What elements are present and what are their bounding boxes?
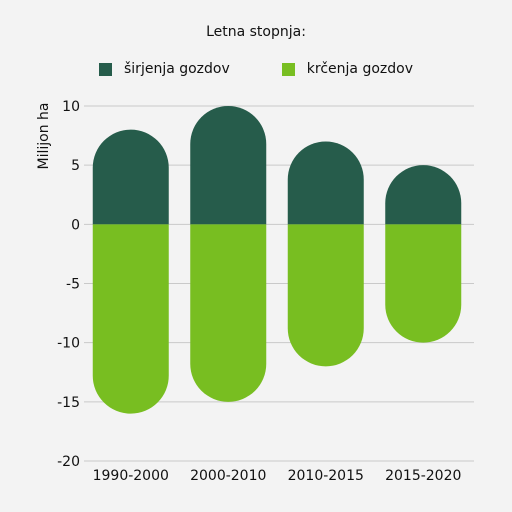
bar-expansion (287, 141, 364, 225)
bar-deforestation (287, 224, 364, 367)
y-tick-label: -15 (57, 395, 80, 411)
y-tick-label: 10 (62, 99, 80, 115)
y-tick-label: 0 (71, 217, 80, 233)
y-tick-label: -5 (66, 277, 80, 293)
x-tick-label: 1990-2000 (93, 468, 169, 484)
legend-item-deforestation: krčenja gozdov (281, 61, 413, 77)
bar-deforestation (385, 224, 462, 343)
legend-item-expansion: širjenja gozdov (99, 61, 230, 77)
legend-swatch-expansion (99, 62, 112, 76)
y-tick-label: -10 (57, 336, 80, 352)
x-tick-label: 2015-2020 (385, 468, 461, 484)
y-tick-label: 5 (71, 158, 80, 174)
y-tick-label: -20 (57, 454, 80, 470)
legend-label-expansion: širjenja gozdov (124, 61, 230, 77)
x-tick-label: 2010-2015 (288, 468, 364, 484)
legend-swatch-deforestation (281, 62, 295, 76)
bar-expansion (190, 106, 267, 225)
legend-label-deforestation: krčenja gozdov (306, 61, 413, 77)
bar-deforestation (92, 224, 169, 414)
bar-expansion (92, 129, 169, 225)
chart-legend: širjenja gozdov krčenja gozdov (0, 61, 512, 77)
legend-title: Letna stopnja: (206, 24, 306, 40)
bar-expansion (385, 165, 462, 225)
bar-deforestation (190, 224, 267, 402)
x-tick-label: 2000-2010 (190, 468, 266, 484)
